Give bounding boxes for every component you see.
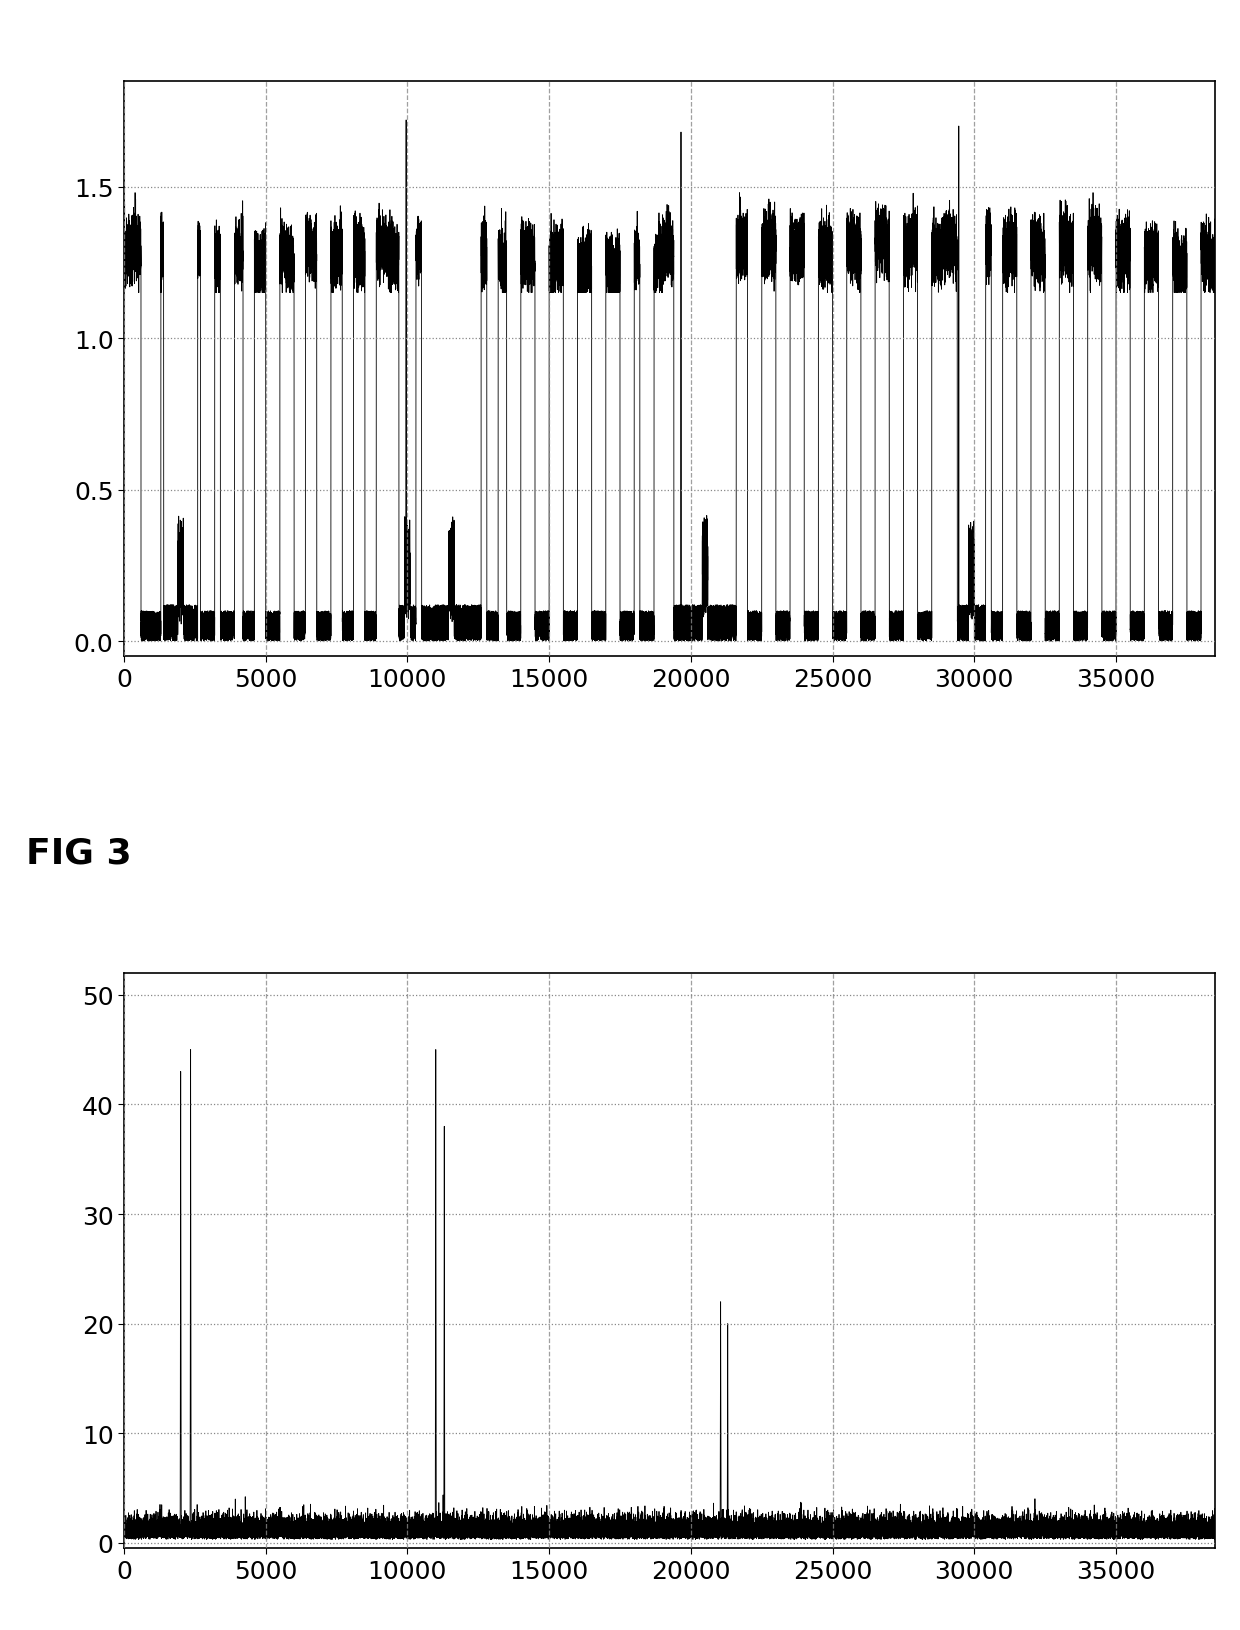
Text: FIG 3: FIG 3 bbox=[26, 836, 131, 870]
